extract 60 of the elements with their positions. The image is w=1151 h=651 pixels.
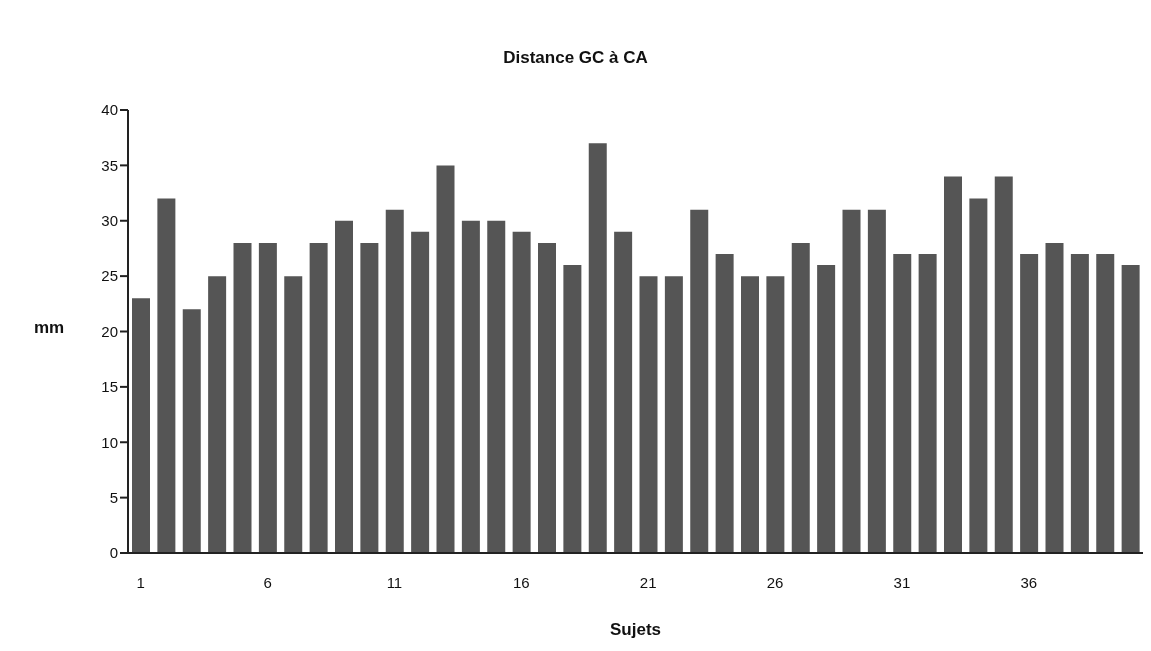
bar <box>1121 265 1140 553</box>
bar <box>563 265 582 553</box>
bar <box>157 198 176 553</box>
bar <box>741 276 759 553</box>
bar <box>284 276 303 553</box>
bar <box>1096 253 1115 553</box>
bar <box>766 276 785 553</box>
bar <box>1045 242 1064 553</box>
bar <box>487 220 506 553</box>
bar <box>258 242 277 553</box>
bar <box>411 231 430 553</box>
bar <box>614 231 633 553</box>
x-axis-title: Sujets <box>609 620 662 640</box>
bar <box>208 276 227 553</box>
bar <box>1020 253 1039 553</box>
bar <box>309 242 328 553</box>
bar <box>639 276 658 553</box>
y-tick-label: 25 <box>101 267 118 285</box>
bar <box>994 176 1013 553</box>
x-tick-label: 1 <box>136 573 145 591</box>
bar <box>842 209 861 553</box>
bar <box>791 242 810 553</box>
bar <box>385 209 404 553</box>
y-tick-label: 10 <box>101 433 118 451</box>
x-tick-label: 6 <box>263 573 272 591</box>
bar <box>588 143 607 553</box>
bar <box>461 220 480 553</box>
y-tick-label: 30 <box>101 212 118 230</box>
bar <box>182 309 201 553</box>
bar <box>690 209 709 553</box>
bar <box>944 176 962 553</box>
bar <box>715 253 734 553</box>
y-tick-label: 20 <box>101 322 118 340</box>
y-tick-label: 40 <box>101 101 118 119</box>
x-tick-label: 11 <box>386 573 403 591</box>
y-axis-title: mm <box>34 318 65 338</box>
y-tick-label: 15 <box>101 378 118 396</box>
y-tick-label: 0 <box>109 544 118 562</box>
bar <box>436 165 455 553</box>
bar <box>538 242 556 553</box>
bar <box>867 209 886 553</box>
y-tick-label: 5 <box>109 488 118 506</box>
bar <box>918 253 937 553</box>
x-tick-label: 21 <box>639 573 657 591</box>
x-tick-label: 31 <box>893 573 911 591</box>
bar <box>817 265 836 553</box>
y-tick-label: 35 <box>101 156 118 174</box>
chart-title: Distance GC à CA <box>502 48 649 68</box>
x-tick-label: 16 <box>512 573 530 591</box>
x-tick-label: 26 <box>766 573 784 591</box>
bar <box>360 242 379 553</box>
bar <box>132 298 150 553</box>
bar <box>664 276 683 553</box>
bar <box>893 253 912 553</box>
bar <box>233 242 252 553</box>
bar <box>969 198 988 553</box>
bar <box>335 220 353 553</box>
x-tick-label: 36 <box>1020 573 1038 591</box>
bar <box>1070 253 1089 553</box>
bar <box>512 231 531 553</box>
